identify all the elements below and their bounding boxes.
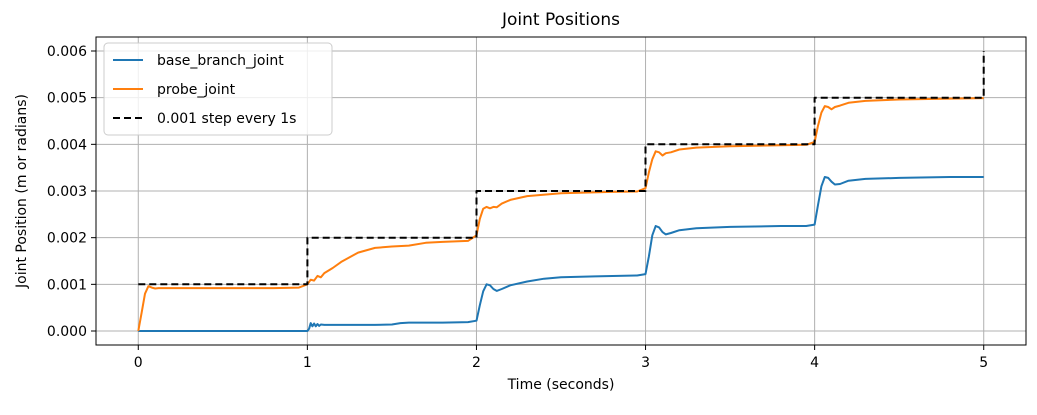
x-tick-label: 3 [641,355,650,371]
y-tick-label: 0.003 [47,184,87,200]
y-tick-label: 0.004 [47,137,87,153]
legend-label: base_branch_joint [157,53,284,69]
x-tick-label: 1 [303,355,312,371]
y-axis-label: Joint Position (m or radians) [14,94,30,289]
x-tick-label: 4 [810,355,819,371]
x-tick-label: 5 [979,355,988,371]
x-tick-label: 0 [134,355,143,371]
legend: base_branch_joint probe_joint 0.001 step e… [103,42,333,136]
y-tick-label: 0.005 [47,91,87,107]
series-line-2 [138,51,985,286]
x-tick-label: 2 [472,355,481,371]
series-line-1 [137,97,984,332]
y-tick-label: 0.002 [47,231,87,247]
y-tick-label: 0.006 [47,44,87,60]
y-tick-label: 0.001 [47,277,87,293]
series-line-0 [138,176,984,332]
x-axis-label: Time (seconds) [507,377,615,393]
series-lines [137,51,985,332]
axis-ticks: 0 1 2 3 4 5 0.000 0.001 0.002 0.003 0.004 0.005 0.00… [47,44,988,371]
chart-title: Joint Positions [501,10,620,30]
y-tick-label: 0.000 [47,324,87,340]
legend-label: probe_joint [157,82,236,98]
legend-label: 0.001 step every 1s [157,111,296,127]
legend-box [103,42,333,136]
